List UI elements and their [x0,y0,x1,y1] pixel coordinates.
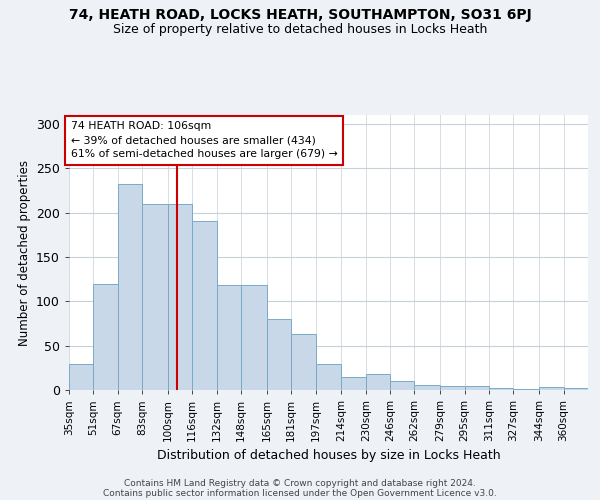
Bar [563,388,588,390]
Bar [514,389,539,390]
Bar [241,286,267,390]
Bar [267,319,291,390]
Text: Contains public sector information licensed under the Open Government Licence v3: Contains public sector information licen… [103,488,497,498]
Bar [291,334,316,390]
Bar [539,388,563,390]
Bar [440,386,465,390]
Text: 74 HEATH ROAD: 106sqm
← 39% of detached houses are smaller (434)
61% of semi-det: 74 HEATH ROAD: 106sqm ← 39% of detached … [71,121,337,159]
Bar [69,364,94,390]
Bar [341,376,366,390]
Bar [465,386,489,390]
Text: 74, HEATH ROAD, LOCKS HEATH, SOUTHAMPTON, SO31 6PJ: 74, HEATH ROAD, LOCKS HEATH, SOUTHAMPTON… [68,8,532,22]
Bar [94,284,118,390]
X-axis label: Distribution of detached houses by size in Locks Heath: Distribution of detached houses by size … [157,450,500,462]
Bar [489,388,514,390]
Bar [316,364,341,390]
Text: Contains HM Land Registry data © Crown copyright and database right 2024.: Contains HM Land Registry data © Crown c… [124,478,476,488]
Bar [192,222,217,390]
Bar [168,204,192,390]
Bar [366,374,390,390]
Bar [118,184,142,390]
Y-axis label: Number of detached properties: Number of detached properties [17,160,31,346]
Text: Size of property relative to detached houses in Locks Heath: Size of property relative to detached ho… [113,22,487,36]
Bar [217,286,241,390]
Bar [415,384,440,390]
Bar [390,381,415,390]
Bar [142,204,168,390]
